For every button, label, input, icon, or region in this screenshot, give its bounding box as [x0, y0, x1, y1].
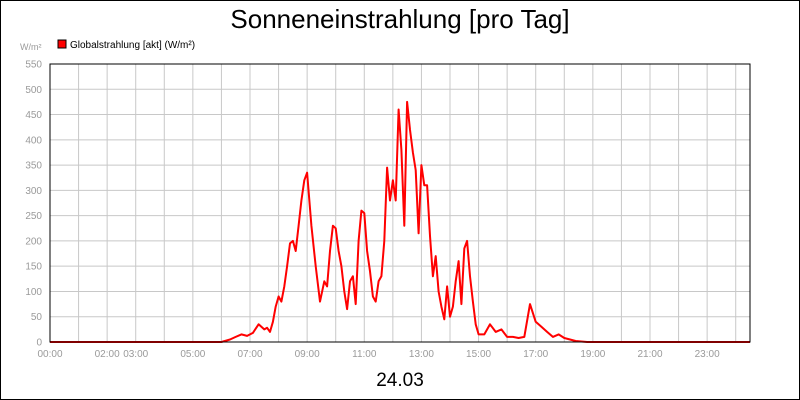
y-tick-label: 500 — [25, 85, 42, 96]
chart-title: Sonneneinstrahlung [pro Tag] — [230, 4, 569, 34]
plot-area: 0 50 100 150 200 250 300 350 400 450 500 550 00:00 02… — [25, 60, 751, 360]
y-tick-label: 350 — [25, 161, 42, 172]
x-tick-label: 23:00 — [695, 349, 720, 360]
x-tick-label: 13:00 — [409, 349, 434, 360]
x-tick-label: 07:00 — [237, 349, 262, 360]
x-tick-label: 17:00 — [523, 349, 548, 360]
y-tick-label: 550 — [25, 60, 42, 71]
date-label: 24.03 — [376, 370, 424, 391]
x-tick-label: 09:00 — [295, 349, 320, 360]
y-tick-label: 450 — [25, 110, 42, 121]
x-tick-label: 00:00 — [37, 349, 62, 360]
y-tick-label: 0 — [36, 338, 42, 349]
y-axis-unit-label: W/m² — [20, 42, 42, 52]
x-tick-label: 21:00 — [637, 349, 662, 360]
legend-swatch — [57, 39, 67, 49]
y-tick-label: 50 — [31, 312, 43, 323]
legend: Globalstrahlung [akt] (W/m²) — [57, 39, 195, 51]
plot-background — [50, 64, 750, 342]
plot-border — [49, 63, 751, 343]
legend-label: Globalstrahlung [akt] (W/m²) — [70, 40, 195, 51]
x-tick-label: 05:00 — [180, 349, 205, 360]
y-tick-label: 100 — [25, 287, 42, 298]
y-tick-label: 300 — [25, 186, 42, 197]
series-line — [50, 100, 750, 343]
x-tick-label: 11:00 — [352, 349, 377, 360]
y-tick-label: 200 — [25, 236, 42, 247]
y-tick-label: 250 — [25, 211, 42, 222]
y-tick-label: 150 — [25, 262, 42, 273]
x-tick-label: 02:00 — [95, 349, 120, 360]
y-tick-label: 400 — [25, 135, 42, 146]
x-tick-label: 19:00 — [580, 349, 605, 360]
x-tick-label: 15:00 — [466, 349, 491, 360]
x-tick-label: 03:00 — [123, 349, 148, 360]
